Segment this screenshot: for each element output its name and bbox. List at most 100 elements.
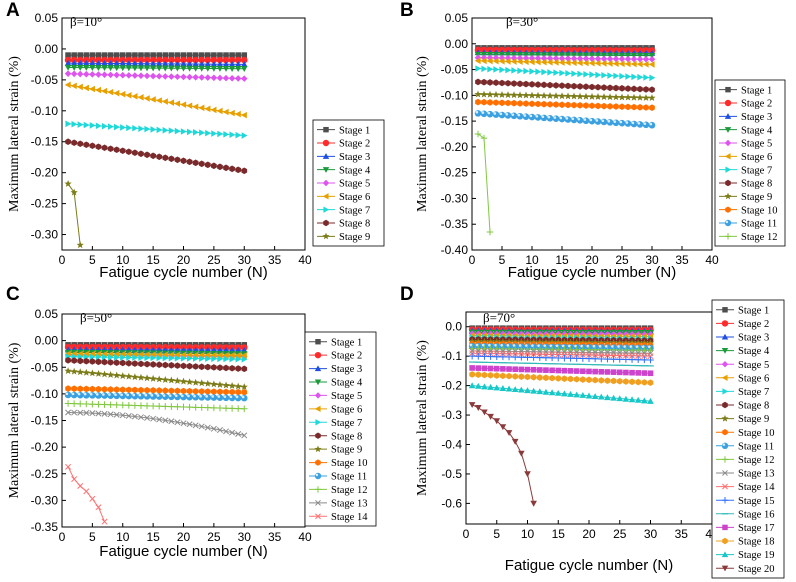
series-stage-8 [65,357,248,373]
legend-entry: Stage 9 [719,192,772,203]
data-point [573,391,580,398]
data-point [95,143,102,151]
legend-entry: Stage 4 [716,346,770,357]
data-point [168,99,174,106]
x-axis-label: Fatigue cycle number (N) [99,264,267,281]
legend-marker [314,445,322,453]
legend-marker [314,392,322,399]
data-point [199,355,206,362]
data-point [168,155,175,163]
data-point [113,392,120,400]
data-point [487,79,493,86]
x-tick-label: 20 [585,253,599,267]
data-point [241,432,248,439]
legend-label: Stage 19 [738,550,774,561]
data-point [618,93,626,101]
legend-marker [725,86,731,93]
data-point [469,371,476,378]
data-point [504,58,511,65]
data-point [211,162,217,170]
data-point [623,378,629,385]
legend-label: Stage 4 [339,165,371,176]
data-point [229,355,236,363]
legend-label: Stage 3 [741,112,772,123]
legend-marker [322,153,330,159]
data-point [223,364,229,372]
y-tick-label: -0.1 [441,349,462,363]
data-point [125,386,132,394]
data-point [101,410,108,417]
data-point [534,54,542,62]
legend-marker [721,333,729,340]
data-point [155,351,162,359]
legend-entry: Stage 2 [716,319,769,330]
data-point [125,65,133,72]
data-point [144,386,150,394]
legend-label: Stage 2 [738,319,769,330]
data-point [506,348,513,355]
data-point [222,394,230,402]
data-point [155,65,163,72]
series-stage-1 [65,52,248,58]
data-point [558,92,566,100]
data-point [70,82,77,90]
legend-marker [721,414,729,422]
legend-marker [322,193,329,200]
data-point [216,56,224,64]
data-point [542,348,549,355]
data-point [106,371,115,378]
data-point [637,85,643,93]
data-point [204,404,212,411]
data-point [468,352,476,360]
data-point [565,70,572,77]
data-point [143,60,151,67]
data-point [95,401,102,408]
legend-entry: Stage 1 [719,85,772,96]
data-point [143,374,151,382]
data-point [612,93,620,101]
data-point [186,65,193,72]
data-point [113,71,120,79]
x-tick-label: 10 [116,253,130,267]
data-point [70,400,78,407]
data-point [240,352,247,359]
x-axis-label: Fatigue cycle number (N) [505,557,673,574]
data-point [549,351,556,358]
data-point [604,369,611,375]
data-point [113,60,120,67]
data-point [604,349,611,356]
y-axis-label: Maximum lateral strain (%) [7,56,22,212]
legend-marker [724,233,732,240]
data-point [137,402,145,409]
data-point [168,60,175,67]
data-point [530,387,537,394]
x-tick-label: 5 [499,253,506,267]
data-point [546,58,553,66]
data-point [553,82,559,89]
data-point [579,391,587,398]
data-point [499,79,505,87]
data-point [64,180,72,187]
data-point [229,429,236,436]
data-point [548,354,556,362]
data-point [119,147,126,155]
data-point [493,372,500,379]
data-point [567,375,574,383]
data-point [610,355,617,363]
data-point [223,131,230,138]
data-point [228,405,236,412]
data-point [512,373,519,380]
data-point [149,402,157,410]
series-stage-13 [65,409,248,439]
data-point [186,393,193,401]
data-point [210,394,218,401]
legend-entry: Stage 2 [317,139,370,150]
data-point [131,402,139,409]
data-point [561,390,568,397]
legend-label: Stage 2 [741,99,772,110]
data-point [83,391,90,399]
series-stage-7 [65,120,248,139]
legend-label: Stage 13 [738,469,774,480]
data-point [131,392,139,400]
legend-marker [722,401,728,409]
